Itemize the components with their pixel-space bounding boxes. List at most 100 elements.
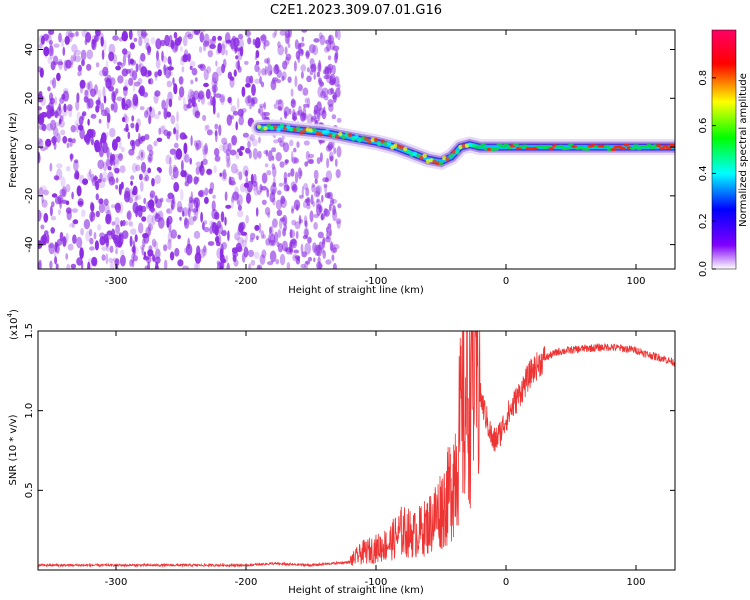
- noise-point: [187, 237, 191, 250]
- noise-point: [80, 227, 84, 236]
- noise-point: [178, 86, 185, 98]
- noise-point: [148, 78, 151, 85]
- noise-point: [316, 71, 321, 78]
- noise-point: [198, 140, 203, 149]
- noise-point: [182, 134, 188, 140]
- noise-point: [206, 124, 210, 131]
- noise-point: [332, 247, 338, 253]
- noise-point: [214, 93, 222, 98]
- noise-point: [213, 165, 217, 174]
- signal-point: [458, 144, 463, 150]
- noise-point: [292, 116, 298, 121]
- noise-point: [63, 87, 69, 94]
- noise-point: [231, 135, 238, 146]
- noise-point: [225, 204, 232, 209]
- noise-point: [51, 136, 58, 144]
- noise-point: [168, 164, 173, 177]
- signal-point: [351, 136, 356, 141]
- noise-point: [191, 67, 198, 76]
- noise-point: [289, 229, 296, 239]
- noise-point: [234, 186, 239, 198]
- signal-point: [464, 143, 470, 148]
- noise-point: [195, 111, 201, 116]
- noise-point: [132, 201, 139, 214]
- noise-point: [97, 224, 102, 231]
- noise-point: [299, 42, 305, 47]
- noise-point: [149, 190, 156, 198]
- noise-point: [60, 129, 66, 136]
- noise-point: [147, 70, 152, 77]
- noise-point: [45, 138, 52, 147]
- noise-point: [68, 223, 75, 228]
- signal-point: [564, 147, 571, 150]
- noise-point: [136, 194, 142, 201]
- noise-point: [180, 55, 188, 63]
- noise-point: [145, 42, 150, 51]
- noise-point: [127, 131, 131, 140]
- noise-point: [199, 32, 205, 43]
- noise-point: [137, 64, 142, 71]
- colorbar-tick-label: 0.0: [698, 261, 709, 277]
- noise-point: [214, 130, 218, 143]
- noise-point: [329, 155, 334, 162]
- noise-point: [280, 195, 286, 205]
- noise-point: [241, 231, 248, 236]
- noise-point: [43, 212, 49, 223]
- noise-point: [123, 86, 128, 91]
- noise-point: [94, 174, 97, 187]
- noise-point: [238, 171, 243, 181]
- noise-point: [274, 63, 279, 72]
- noise-point: [222, 142, 229, 154]
- signal-point: [512, 143, 519, 147]
- noise-point: [107, 171, 114, 183]
- noise-point: [329, 241, 334, 252]
- noise-point: [76, 185, 82, 197]
- noise-point: [76, 236, 83, 249]
- noise-point: [112, 161, 116, 166]
- noise-point: [306, 67, 310, 73]
- noise-point: [129, 42, 135, 50]
- noise-point: [38, 43, 43, 49]
- noise-point: [331, 254, 335, 262]
- x-tick-label: 0: [503, 276, 509, 287]
- noise-point: [42, 189, 50, 196]
- noise-point: [97, 97, 101, 109]
- noise-point: [284, 159, 289, 164]
- noise-point: [327, 88, 335, 95]
- noise-point: [112, 164, 116, 170]
- noise-point: [190, 135, 193, 146]
- noise-point: [166, 208, 171, 214]
- noise-point: [230, 163, 238, 174]
- noise-point: [123, 113, 128, 123]
- noise-point: [154, 90, 161, 97]
- noise-point: [270, 79, 277, 91]
- noise-point: [307, 153, 315, 159]
- noise-point: [38, 137, 43, 144]
- noise-point: [164, 34, 170, 47]
- noise-point: [164, 259, 168, 269]
- noise-point: [103, 198, 109, 206]
- noise-point: [225, 152, 231, 164]
- noise-point: [202, 148, 207, 160]
- x-tick-label: 0: [503, 577, 509, 588]
- noise-point: [227, 142, 232, 152]
- signal-point: [367, 139, 372, 144]
- signal-point: [370, 137, 375, 142]
- noise-point: [106, 246, 110, 252]
- noise-point: [207, 241, 215, 246]
- noise-point: [111, 229, 117, 241]
- noise-point: [305, 50, 310, 60]
- noise-point: [89, 211, 96, 222]
- noise-point: [245, 30, 251, 37]
- noise-point: [93, 232, 97, 240]
- noise-point: [242, 165, 249, 176]
- noise-point: [269, 250, 277, 263]
- noise-point: [146, 201, 151, 210]
- noise-point: [211, 71, 219, 84]
- noise-point: [261, 172, 268, 184]
- noise-point: [79, 79, 86, 89]
- noise-point: [283, 171, 288, 182]
- noise-point: [234, 47, 241, 52]
- noise-point: [147, 223, 152, 236]
- noise-point: [40, 96, 46, 106]
